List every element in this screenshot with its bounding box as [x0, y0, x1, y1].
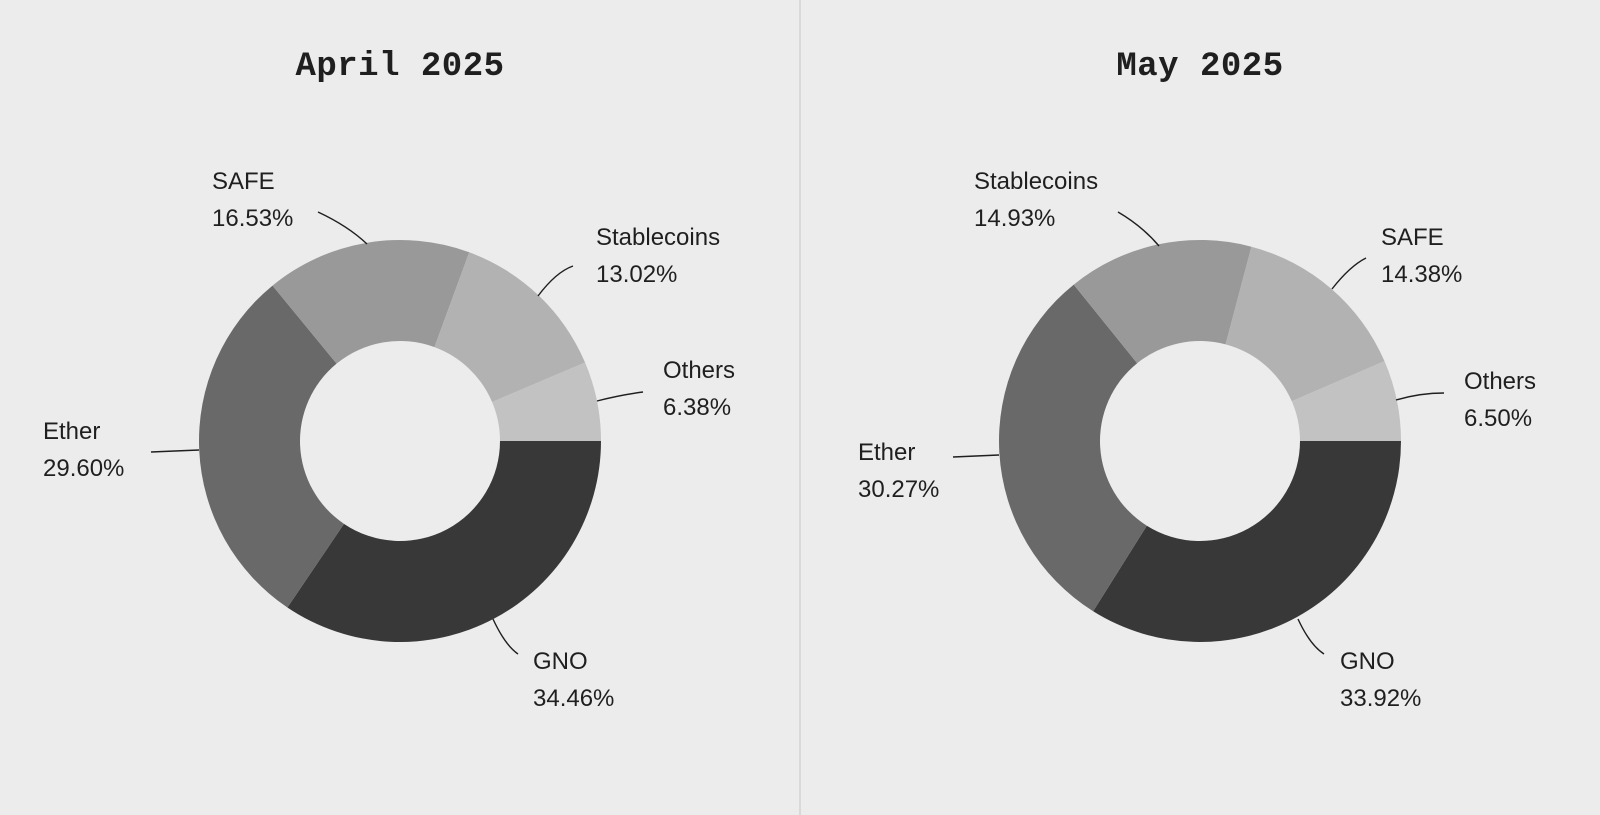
- slice-label-stablecoins: Stablecoins: [596, 224, 720, 251]
- slice-value-others: 6.38%: [663, 394, 731, 421]
- slice-gno: [1093, 441, 1401, 643]
- slice-ether: [999, 284, 1147, 612]
- leader-line-safe: [317, 211, 368, 245]
- leader-line-ether: [150, 449, 200, 453]
- slice-label-ether: Ether: [43, 418, 100, 445]
- panel-divider: [799, 0, 801, 815]
- leader-line-gno: [1297, 618, 1325, 655]
- slice-stablecoins: [434, 252, 586, 402]
- slice-safe: [1225, 246, 1385, 402]
- leader-line-others: [1395, 392, 1445, 401]
- slice-label-others: Others: [663, 357, 735, 384]
- slice-label-gno: GNO: [1340, 648, 1395, 675]
- slice-value-stablecoins: 14.93%: [974, 205, 1055, 232]
- slice-value-others: 6.50%: [1464, 405, 1532, 432]
- slice-value-ether: 29.60%: [43, 455, 124, 482]
- slice-value-safe: 16.53%: [212, 205, 293, 232]
- slice-value-gno: 33.92%: [1340, 685, 1421, 712]
- slice-others: [492, 362, 601, 441]
- slice-others: [1291, 361, 1401, 441]
- donut-chart-1: GNO 33.92% Ether 30.27% Stablecoins 14.93% SAF…: [858, 168, 1536, 712]
- slice-label-safe: SAFE: [212, 168, 275, 195]
- slice-stablecoins: [1073, 239, 1252, 364]
- slice-value-stablecoins: 13.02%: [596, 261, 677, 288]
- slice-value-safe: 14.38%: [1381, 261, 1462, 288]
- leader-line-stablecoins: [537, 265, 574, 297]
- leader-line-safe: [1331, 257, 1367, 290]
- chart-title-may: May 2025: [1116, 48, 1284, 86]
- leader-line-others: [596, 391, 644, 402]
- chart-title-april: April 2025: [295, 48, 505, 86]
- slice-label-gno: GNO: [533, 648, 588, 675]
- slice-gno: [287, 441, 601, 642]
- slice-value-ether: 30.27%: [858, 476, 939, 503]
- slice-label-stablecoins: Stablecoins: [974, 168, 1098, 195]
- slice-safe: [272, 240, 470, 364]
- slice-ether: [199, 285, 344, 608]
- leader-line-ether: [952, 454, 1000, 458]
- slice-label-others: Others: [1464, 368, 1536, 395]
- slice-label-ether: Ether: [858, 439, 915, 466]
- slice-value-gno: 34.46%: [533, 685, 614, 712]
- leader-line-gno: [492, 618, 519, 655]
- slice-label-safe: SAFE: [1381, 224, 1444, 251]
- donut-chart-0: GNO 34.46% Ether 29.60% SAFE 16.53% Stablecoin…: [43, 168, 735, 712]
- leader-line-stablecoins: [1117, 211, 1160, 247]
